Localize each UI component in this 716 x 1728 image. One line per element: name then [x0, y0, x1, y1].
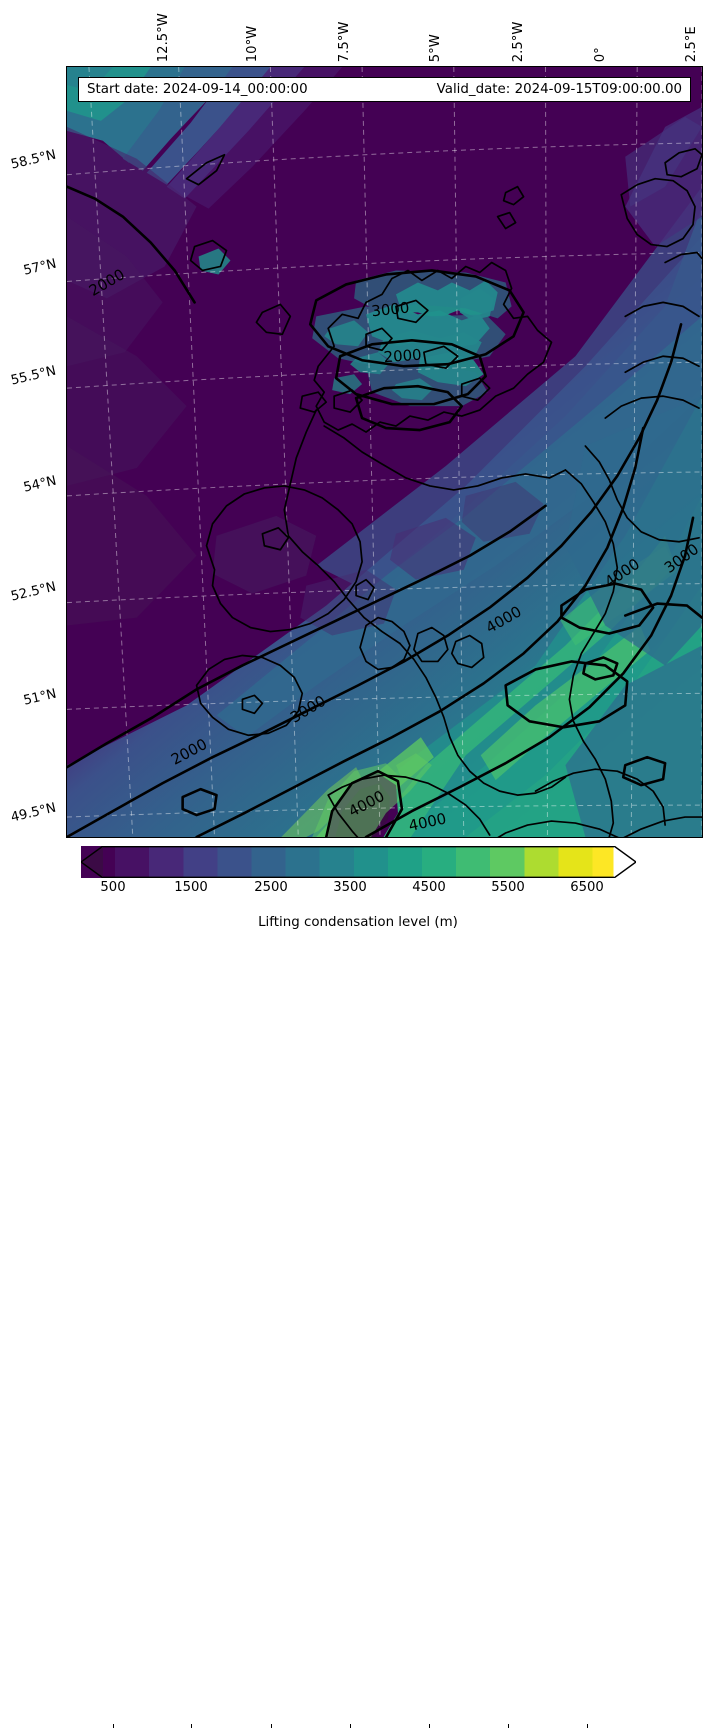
contour-label-3000: 3000	[371, 298, 411, 320]
colorbar-axis-label: Lifting condensation level (m)	[258, 915, 458, 930]
valid-date-label: Valid_date: 2024-09-15T09:00:00.00	[436, 82, 682, 97]
colorbar-tick-label: 4500	[412, 880, 446, 895]
latitude-tick-label: 57°N	[21, 256, 58, 279]
colorbar-gradient	[81, 846, 636, 878]
colorbar-tickmark	[113, 1724, 114, 1728]
start-date-label: Start date: 2024-09-14_00:00:00	[87, 82, 308, 97]
contour-label-2000: 2000	[383, 346, 422, 367]
colorbar-tickmark	[191, 1724, 192, 1728]
longitude-axis: 12.5°W 10°W 7.5°W 5°W 2.5°W 0° 2.5°E	[66, 0, 703, 66]
lcl-contour-field: 2000 3000 4000 4000 4000 4000 3000 3000 …	[67, 67, 702, 837]
colorbar-tickmark	[271, 1724, 272, 1728]
longitude-tick-label: 5°W	[427, 33, 443, 62]
latitude-tick-label: 52.5°N	[9, 579, 58, 605]
colorbar-tick-labels: 500 1500 2500 3500 4500 5500 6500	[0, 880, 716, 902]
map-plot-area[interactable]: 2000 3000 4000 4000 4000 4000 3000 3000 …	[66, 66, 703, 838]
colorbar[interactable]	[0, 846, 716, 1728]
colorbar-tick-label: 2500	[254, 880, 288, 895]
longitude-tick-label: 7.5°W	[336, 21, 352, 62]
latitude-tick-label: 58.5°N	[9, 147, 58, 173]
colorbar-tickmark	[587, 1724, 588, 1728]
longitude-tick-label: 2.5°W	[510, 21, 526, 62]
longitude-tick-label: 2.5°E	[683, 26, 699, 62]
colorbar-tickmark	[429, 1724, 430, 1728]
colorbar-tick-label: 3500	[333, 880, 367, 895]
latitude-tick-label: 54°N	[21, 473, 58, 496]
latitude-tick-label: 51°N	[21, 686, 58, 709]
colorbar-tick-label: 6500	[570, 880, 604, 895]
longitude-tick-label: 0°	[592, 47, 608, 62]
colorbar-tick-label: 1500	[174, 880, 208, 895]
latitude-tick-label: 49.5°N	[9, 800, 58, 826]
longitude-tick-label: 10°W	[244, 25, 260, 62]
title-banner: Start date: 2024-09-14_00:00:00 Valid_da…	[78, 77, 691, 102]
colorbar-tick-label: 5500	[491, 880, 525, 895]
latitude-tick-label: 55.5°N	[9, 363, 58, 389]
colorbar-tickmark	[508, 1724, 509, 1728]
latitude-axis: 58.5°N 57°N 55.5°N 54°N 52.5°N 51°N 49.5…	[0, 66, 62, 838]
colorbar-tick-label: 500	[100, 880, 126, 895]
colorbar-tickmark	[350, 1724, 351, 1728]
longitude-tick-label: 12.5°W	[155, 13, 171, 62]
